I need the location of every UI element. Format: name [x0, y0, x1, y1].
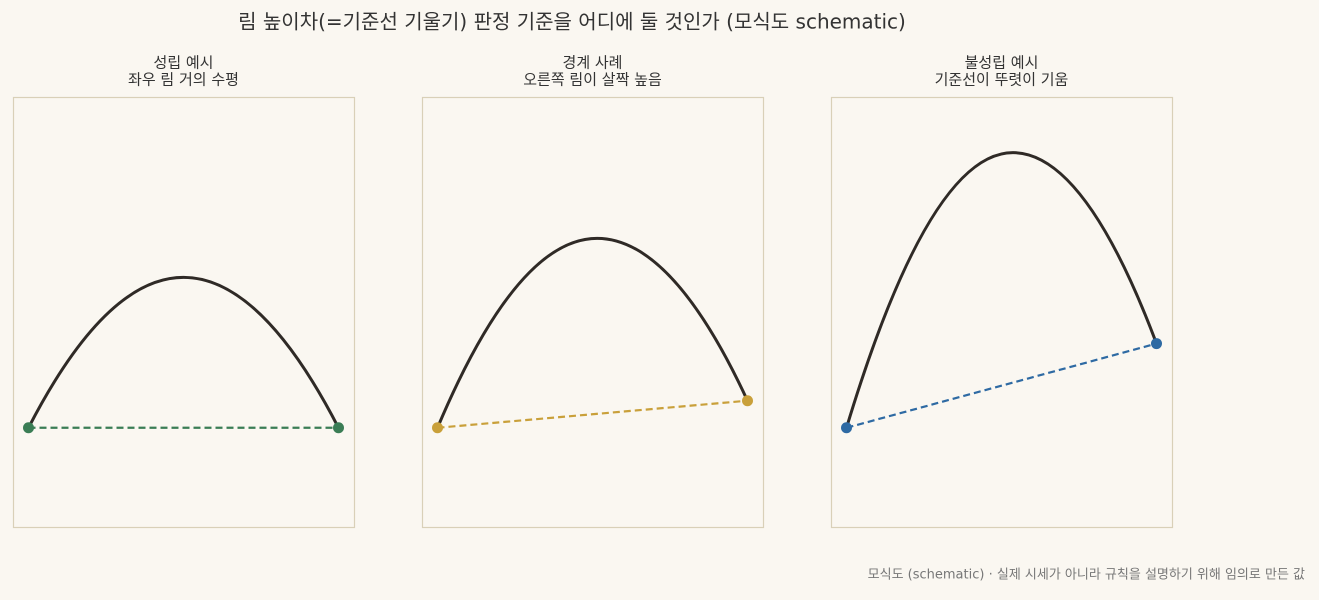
- panel-frame: [830, 96, 1174, 529]
- panel-title: 경계 사례: [563, 54, 623, 72]
- rim-point: [1151, 338, 1162, 350]
- panel-frame: [421, 96, 765, 529]
- rim-point: [333, 422, 344, 434]
- panel-title: 불성립 예시: [965, 54, 1039, 72]
- rim-curve: [27, 275, 340, 429]
- chart-title: 림 높이차(=기준선 기울기) 판정 기준을 어디에 둘 것인가 (모식도 sc…: [238, 10, 906, 34]
- rim-point: [841, 422, 852, 434]
- baseline: [846, 342, 1157, 429]
- rim-point: [23, 422, 34, 434]
- panel-subtitle: 기준선이 뚜렷이 기움: [935, 71, 1069, 89]
- panel-frame: [12, 96, 356, 529]
- rim-point: [432, 422, 443, 434]
- panel-title: 성립 예시: [154, 54, 214, 72]
- rim-curve: [436, 236, 749, 429]
- rim-point: [742, 395, 753, 407]
- footnote: 모식도 (schematic) · 실제 시세가 아니라 규칙을 설명하기 위해…: [868, 568, 1305, 583]
- baseline: [437, 399, 748, 429]
- panel-subtitle: 오른쪽 림이 살짝 높음: [523, 71, 662, 89]
- rim-curve: [845, 151, 1158, 429]
- panel-subtitle: 좌우 림 거의 수평: [128, 71, 239, 89]
